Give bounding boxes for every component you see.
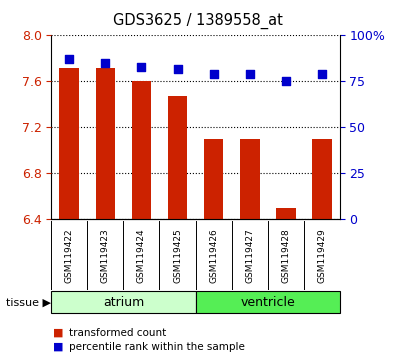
Point bbox=[211, 71, 217, 77]
Bar bbox=[60, 68, 79, 219]
Bar bbox=[196, 291, 340, 313]
Text: GSM119423: GSM119423 bbox=[101, 228, 110, 283]
Bar bbox=[51, 291, 196, 313]
Point bbox=[318, 71, 325, 77]
Point bbox=[66, 57, 73, 62]
Point bbox=[102, 60, 109, 66]
Text: GDS3625 / 1389558_at: GDS3625 / 1389558_at bbox=[113, 12, 282, 29]
Text: tissue ▶: tissue ▶ bbox=[6, 297, 51, 307]
Bar bbox=[204, 139, 224, 219]
Point bbox=[246, 71, 253, 77]
Point bbox=[282, 79, 289, 84]
Text: transformed count: transformed count bbox=[69, 328, 166, 338]
Text: atrium: atrium bbox=[103, 296, 144, 309]
Text: GSM119429: GSM119429 bbox=[317, 228, 326, 283]
Text: percentile rank within the sample: percentile rank within the sample bbox=[69, 342, 245, 352]
Text: GSM119424: GSM119424 bbox=[137, 228, 146, 283]
Bar bbox=[96, 68, 115, 219]
Point bbox=[174, 66, 181, 72]
Text: ventricle: ventricle bbox=[240, 296, 295, 309]
Bar bbox=[132, 81, 151, 219]
Text: ■: ■ bbox=[53, 328, 64, 338]
Text: GSM119422: GSM119422 bbox=[65, 228, 74, 283]
Text: GSM119425: GSM119425 bbox=[173, 228, 182, 283]
Bar bbox=[312, 139, 331, 219]
Bar bbox=[276, 208, 295, 219]
Bar bbox=[240, 139, 260, 219]
Text: GSM119426: GSM119426 bbox=[209, 228, 218, 283]
Text: GSM119428: GSM119428 bbox=[281, 228, 290, 283]
Point bbox=[138, 64, 145, 69]
Bar bbox=[167, 96, 187, 219]
Text: GSM119427: GSM119427 bbox=[245, 228, 254, 283]
Text: ■: ■ bbox=[53, 342, 64, 352]
